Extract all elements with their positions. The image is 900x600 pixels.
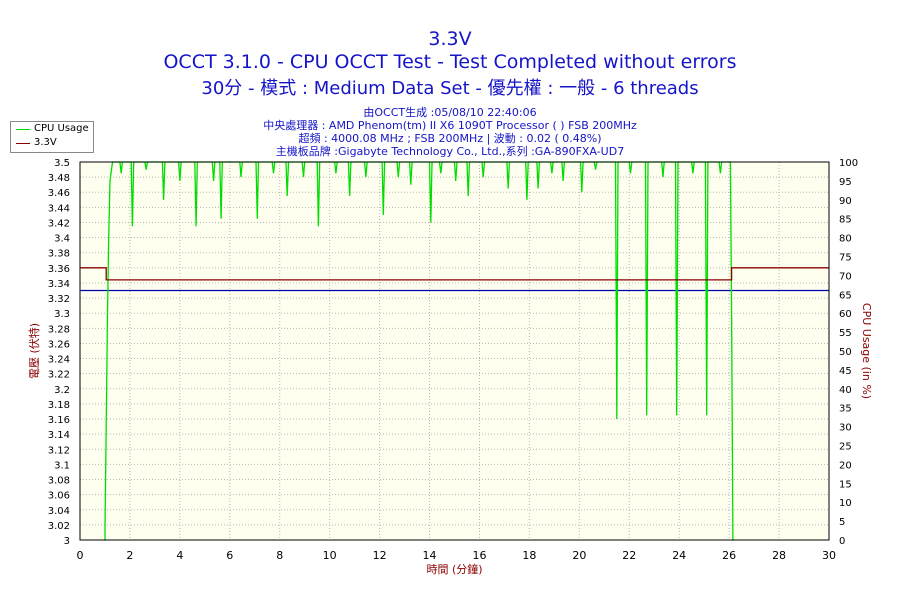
y-left-tick-label: 3.38 bbox=[48, 249, 70, 260]
chart-config: 30分 - 模式 : Medium Data Set - 優先權 : 一般 - … bbox=[201, 78, 699, 99]
y-right-tick-label: 85 bbox=[839, 215, 852, 226]
info-board: 主機板品牌 :Gigabyte Technology Co., Ltd.,系列 … bbox=[275, 145, 625, 158]
y-left-tick-label: 3.34 bbox=[48, 279, 70, 290]
y-left-tick-label: 3.28 bbox=[48, 324, 70, 335]
x-tick-label: 12 bbox=[373, 549, 387, 562]
x-tick-label: 22 bbox=[622, 549, 636, 562]
x-tick-label: 20 bbox=[572, 549, 586, 562]
x-tick-label: 6 bbox=[226, 549, 233, 562]
plot-frame bbox=[79, 161, 830, 541]
x-tick-label: 2 bbox=[126, 549, 133, 562]
y-right-tick-label: 40 bbox=[839, 385, 852, 396]
y-left-tick-label: 3.02 bbox=[48, 521, 70, 532]
y-left-tick-label: 3.36 bbox=[48, 264, 70, 275]
x-tick-label: 16 bbox=[472, 549, 486, 562]
y-left-tick-label: 3.4 bbox=[54, 234, 70, 245]
y-left-tick-label: 3.1 bbox=[54, 460, 70, 471]
y-right-tick-label: 55 bbox=[839, 328, 852, 339]
chart-title: 3.3V bbox=[428, 28, 472, 50]
y-right-tick-label: 90 bbox=[839, 196, 852, 207]
y-left-tick-label: 3.32 bbox=[48, 294, 70, 305]
series-line-3-3v bbox=[80, 267, 829, 281]
y-left-tick-label: 3 bbox=[64, 536, 70, 547]
x-tick-label: 30 bbox=[822, 549, 836, 562]
x-tick-label: 28 bbox=[772, 549, 786, 562]
info-clock: 超頻 : 4000.08 MHz ; FSB 200MHz | 波動 : 0.0… bbox=[298, 132, 602, 145]
x-tick-label: 24 bbox=[672, 549, 686, 562]
y-left-tick-label: 3.24 bbox=[48, 355, 70, 366]
y-right-tick-label: 65 bbox=[839, 290, 852, 301]
y-left-tick-label: 3.5 bbox=[54, 158, 70, 169]
tick-labels: 0 2 4 6 8 10 12 14 16 18 20 22 24 26 28 3033.023.043.06… bbox=[48, 158, 858, 562]
legend-label: CPU Usage bbox=[34, 123, 89, 134]
legend-swatch-cpu-usage bbox=[16, 129, 30, 130]
y-right-tick-label: 25 bbox=[839, 442, 852, 453]
info-cpu: 中央處理器 : AMD Phenom(tm) II X6 1090T Proce… bbox=[263, 119, 637, 132]
legend-item-cpu-usage: CPU Usage bbox=[11, 122, 93, 136]
y-right-tick-label: 5 bbox=[839, 517, 845, 528]
y-left-tick-label: 3.04 bbox=[48, 506, 70, 517]
y-left-tick-label: 3.26 bbox=[48, 339, 70, 350]
y-left-tick-label: 3.06 bbox=[48, 491, 70, 502]
y-left-tick-label: 3.3 bbox=[54, 309, 70, 320]
x-axis-label: 時間 (分鐘) bbox=[426, 562, 482, 576]
y-left-tick-label: 3.22 bbox=[48, 370, 70, 381]
x-tick-label: 14 bbox=[423, 549, 437, 562]
y-right-tick-label: 35 bbox=[839, 404, 852, 415]
x-tick-label: 4 bbox=[176, 549, 183, 562]
y-left-tick-label: 3.42 bbox=[48, 218, 70, 229]
y-left-tick-label: 3.48 bbox=[48, 173, 70, 184]
y-left-tick-label: 3.16 bbox=[48, 415, 70, 426]
plot-area bbox=[80, 162, 829, 540]
y-right-tick-label: 50 bbox=[839, 347, 852, 358]
x-tick-label: 26 bbox=[722, 549, 736, 562]
chart-legend: CPU Usage 3.3V bbox=[10, 121, 94, 153]
y-right-tick-label: 20 bbox=[839, 460, 852, 471]
y-left-tick-label: 3.12 bbox=[48, 445, 70, 456]
x-tick-label: 18 bbox=[522, 549, 536, 562]
y-right-tick-label: 95 bbox=[839, 177, 852, 188]
y-right-tick-label: 75 bbox=[839, 253, 852, 264]
legend-label: 3.3V bbox=[34, 137, 57, 148]
x-tick-label: 8 bbox=[276, 549, 283, 562]
info-generated: 由OCCT生成 :05/08/10 22:40:06 bbox=[363, 106, 537, 119]
y-left-tick-label: 3.44 bbox=[48, 203, 70, 214]
y-left-tick-label: 3.18 bbox=[48, 400, 70, 411]
y-axis-left-label: 電壓 (伏特) bbox=[27, 323, 41, 379]
y-left-tick-label: 3.14 bbox=[48, 430, 70, 441]
chart-subtitle: OCCT 3.1.0 - CPU OCCT Test - Test Comple… bbox=[163, 51, 737, 73]
y-right-tick-label: 10 bbox=[839, 498, 852, 509]
y-left-tick-label: 3.46 bbox=[48, 188, 70, 199]
x-tick-label: 0 bbox=[77, 549, 84, 562]
y-right-tick-label: 100 bbox=[839, 158, 858, 169]
y-right-tick-label: 15 bbox=[839, 479, 852, 490]
y-axis-right-label: CPU Usage (in %) bbox=[860, 303, 873, 399]
x-tick-label: 10 bbox=[323, 549, 337, 562]
y-right-tick-label: 45 bbox=[839, 366, 852, 377]
y-right-tick-label: 60 bbox=[839, 309, 852, 320]
y-left-tick-label: 3.08 bbox=[48, 476, 70, 487]
y-left-tick-label: 3.2 bbox=[54, 385, 70, 396]
axes bbox=[79, 161, 830, 541]
y-right-tick-label: 70 bbox=[839, 271, 852, 282]
y-right-tick-label: 30 bbox=[839, 423, 852, 434]
legend-swatch-3-3v bbox=[16, 143, 30, 144]
legend-item-3-3v: 3.3V bbox=[11, 136, 93, 150]
y-right-tick-label: 0 bbox=[839, 536, 845, 547]
y-right-tick-label: 80 bbox=[839, 234, 852, 245]
grid-lines bbox=[79, 161, 830, 541]
